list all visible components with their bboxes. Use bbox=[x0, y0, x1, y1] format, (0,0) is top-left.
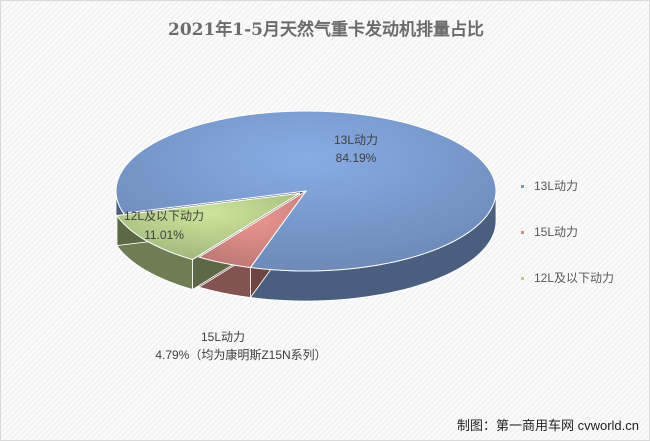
data-label-value: 84.19% bbox=[336, 151, 377, 165]
credit-text: 制图：第一商用车网 cvworld.cn bbox=[456, 418, 639, 433]
legend-marker bbox=[521, 231, 524, 235]
data-label-value: 11.01% bbox=[144, 228, 184, 242]
legend-item-12l: 12L及以下动力 bbox=[521, 269, 614, 286]
legend-label: 12L及以下动力 bbox=[534, 271, 615, 285]
legend-item-13l: 13L动力 bbox=[521, 177, 578, 194]
legend-item-15l: 15L动力 bbox=[521, 223, 578, 240]
slice-12L及以下动力 bbox=[116, 192, 300, 261]
chart-title: 2021年1-5月天然气重卡发动机排量占比 bbox=[167, 20, 485, 40]
data-label-value: 4.79%（均为康明斯Z15N系列） bbox=[155, 347, 326, 362]
slice-15L动力 bbox=[197, 190, 307, 269]
data-label-name: 12L及以下动力 bbox=[124, 209, 204, 223]
data-label-name: 13L动力 bbox=[334, 133, 378, 147]
data-label-name: 15L动力 bbox=[201, 330, 245, 344]
legend-label: 13L动力 bbox=[534, 179, 579, 193]
legend-marker bbox=[521, 185, 524, 189]
legend-label: 15L动力 bbox=[534, 225, 579, 239]
legend-marker bbox=[521, 277, 524, 281]
